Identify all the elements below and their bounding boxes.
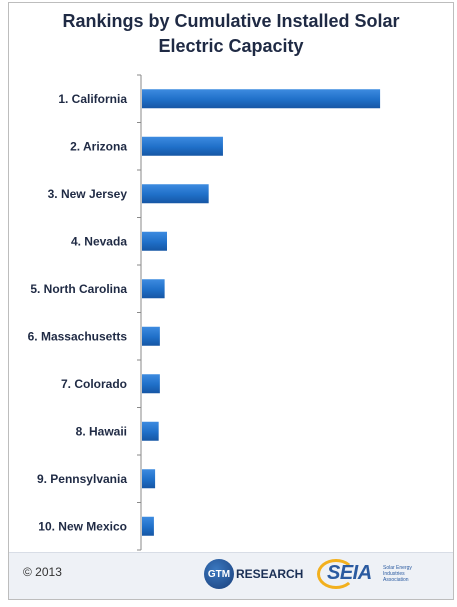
bar-nevada [142,231,167,251]
bar-california [142,89,381,109]
category-label: 10. New Mexico [38,519,127,533]
chart-frame: Rankings by Cumulative Installed Solar E… [8,2,454,600]
category-label: 3. New Jersey [48,187,128,201]
bar-pennsylvania [142,469,156,489]
sun-swoosh-icon [317,559,355,589]
category-label: 6. Massachusetts [28,329,128,343]
seia-logo: SEIA Solar Energy Industries Association [317,557,417,591]
bar-north-carolina [142,279,165,299]
seia-subtitle: Solar Energy Industries Association [383,565,412,583]
bar-chart: 1. California 2. Arizona 3. New Jersey 4. N… [28,74,381,551]
category-label: 2. Arizona [70,139,127,153]
bar-new-jersey [142,184,209,204]
gtm-research-label: RESEARCH [236,567,304,581]
category-label: 4. Nevada [71,234,127,248]
category-label: 1. California [58,92,127,106]
category-label: 8. Hawaii [76,424,127,438]
category-label: 7. Colorado [61,377,127,391]
category-label: 9. Pennsylvania [37,472,127,486]
seia-mark: SEIA [317,557,381,591]
footer: © 2013 GTM RESEARCH SEIA Solar Energy In… [9,552,453,599]
copyright-text: © 2013 [23,565,62,579]
bar-new-mexico [142,516,154,536]
bar-colorado [142,374,160,394]
category-label: 5. North Carolina [30,282,127,296]
bar-arizona [142,136,223,156]
chart-title: Rankings by Cumulative Installed Solar E… [9,9,453,59]
bar-massachusetts [142,326,160,346]
gtm-research-logo: GTM RESEARCH [204,559,303,589]
gtm-badge: GTM [204,559,234,589]
chart-title-line-2: Electric Capacity [158,36,304,56]
chart-title-line-1: Rankings by Cumulative Installed Solar [62,11,400,31]
seia-label: SEIA [327,562,372,584]
bar-hawaii [142,421,159,441]
